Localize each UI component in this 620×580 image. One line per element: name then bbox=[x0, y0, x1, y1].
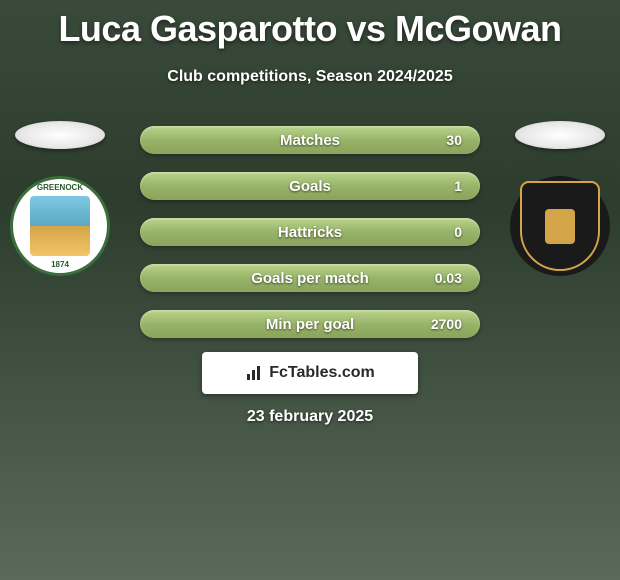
chart-bars-icon bbox=[245, 364, 263, 382]
stat-label: Matches bbox=[280, 132, 340, 149]
morton-crest-inner-icon bbox=[30, 196, 90, 256]
watermark-badge[interactable]: FcTables.com bbox=[202, 352, 418, 394]
stat-right-value: 0 bbox=[432, 224, 462, 240]
stat-label: Min per goal bbox=[266, 316, 354, 333]
page-title: Luca Gasparotto vs McGowan bbox=[0, 0, 620, 50]
watermark-text: FcTables.com bbox=[269, 364, 375, 382]
stat-row-hattricks: Hattricks 0 bbox=[140, 218, 480, 246]
stat-right-value: 30 bbox=[432, 132, 462, 148]
stats-container: Matches 30 Goals 1 Hattricks 0 Goals per… bbox=[140, 126, 480, 356]
stat-row-goals: Goals 1 bbox=[140, 172, 480, 200]
stat-row-min-per-goal: Min per goal 2700 bbox=[140, 310, 480, 338]
stat-right-value: 2700 bbox=[431, 316, 462, 332]
stat-label: Hattricks bbox=[278, 224, 342, 241]
morton-crest-icon: GREENOCK 1874 bbox=[10, 176, 110, 276]
right-team-badge bbox=[510, 176, 610, 276]
stat-label: Goals bbox=[289, 178, 331, 195]
subtitle: Club competitions, Season 2024/2025 bbox=[0, 68, 620, 86]
stat-row-goals-per-match: Goals per match 0.03 bbox=[140, 264, 480, 292]
stat-row-matches: Matches 30 bbox=[140, 126, 480, 154]
content-area: GREENOCK 1874 Matches 30 Goals 1 Hattric… bbox=[0, 126, 620, 346]
left-player-oval bbox=[15, 121, 105, 149]
badge-text: GREENOCK bbox=[37, 183, 83, 192]
lion-icon bbox=[545, 209, 575, 244]
stat-label: Goals per match bbox=[251, 270, 369, 287]
livingston-crest-icon bbox=[510, 176, 610, 276]
stat-right-value: 0.03 bbox=[432, 270, 462, 286]
date-text: 23 february 2025 bbox=[247, 408, 373, 426]
stat-right-value: 1 bbox=[432, 178, 462, 194]
left-team-badge: GREENOCK 1874 bbox=[10, 176, 110, 276]
badge-year: 1874 bbox=[51, 260, 69, 269]
right-player-oval bbox=[515, 121, 605, 149]
shield-icon bbox=[520, 181, 600, 271]
